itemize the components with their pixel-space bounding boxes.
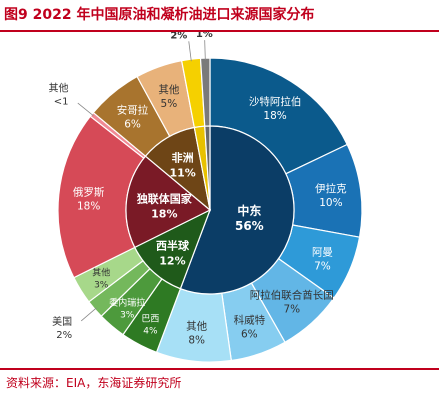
inner-slice-5 (204, 125, 211, 211)
source-divider (0, 368, 439, 370)
outer-label-name-10: 俄罗斯 (73, 186, 105, 199)
inner-label-name-2: 独联体国家 (136, 192, 193, 206)
outer-label-value-4: 6% (241, 328, 258, 340)
chart-title: 图9 2022 年中国原油和凝析油进口来源国家分布 (4, 7, 315, 23)
inner-slice-0 (179, 125, 295, 295)
inner-slice-2 (125, 155, 212, 249)
inner-slice-1 (133, 208, 212, 290)
outer-label-name-3: 阿拉伯联合酋长国 (250, 289, 334, 302)
outer-label-value-9: 3% (94, 280, 109, 290)
outer-label-name-7: 委内瑞拉 (109, 297, 145, 309)
outer-label-value-1: 10% (319, 197, 342, 209)
outer-label-value-15: 1% (196, 32, 213, 40)
outer-label-name-13: 其他 (158, 83, 179, 96)
outer-ring (57, 57, 363, 363)
inner-ring (125, 125, 295, 295)
outer-label-name-9: 其他 (92, 266, 110, 278)
outer-label-value-0: 18% (263, 110, 286, 122)
outer-label-value-7: 3% (120, 311, 135, 321)
title-divider (0, 30, 439, 32)
outer-label-name-0: 沙特阿拉伯 (249, 95, 302, 108)
outer-label-value-3: 7% (283, 304, 300, 316)
source-note: 资料来源：EIA，东海证券研究所 (6, 376, 182, 390)
outer-label-name-2: 阿曼 (312, 246, 333, 258)
outer-label-value-8: 2% (56, 330, 72, 341)
leader-line-11 (77, 102, 94, 117)
leader-line-8 (80, 307, 97, 322)
outer-label-name-6: 巴西 (141, 313, 159, 324)
inner-label-name-1: 西半球 (156, 239, 190, 253)
outer-label-value-10: 18% (77, 201, 100, 213)
leader-line-14 (188, 41, 192, 62)
outer-label-name-1: 伊拉克 (315, 182, 347, 195)
inner-label-value-3: 11% (169, 166, 195, 179)
inner-label-name-3: 非洲 (172, 150, 194, 164)
inner-label-value-0: 56% (235, 219, 264, 233)
inner-label-value-2: 18% (151, 208, 177, 221)
leader-lines (77, 40, 206, 322)
outer-label-value-13: 5% (161, 98, 178, 110)
outer-label-name-11: 其他 (48, 82, 68, 95)
outer-label-name-8: 美国 (52, 315, 72, 328)
outer-label-value-12: 6% (124, 119, 141, 131)
outer-label-value-11: <1 (54, 97, 69, 108)
outer-label-name-4: 科威特 (234, 313, 266, 326)
inner-label-name-0: 中东 (237, 203, 261, 218)
inner-label-value-1: 12% (159, 255, 185, 268)
outer-label-value-2: 7% (314, 260, 331, 272)
outer-label-value-5: 8% (188, 334, 205, 346)
outer-label-value-14: 2% (170, 32, 187, 41)
outer-label-name-5: 其他 (186, 319, 207, 332)
outer-label-value-6: 4% (143, 326, 158, 336)
outer-label-name-12: 安哥拉 (117, 104, 149, 117)
leader-line-15 (204, 40, 206, 61)
